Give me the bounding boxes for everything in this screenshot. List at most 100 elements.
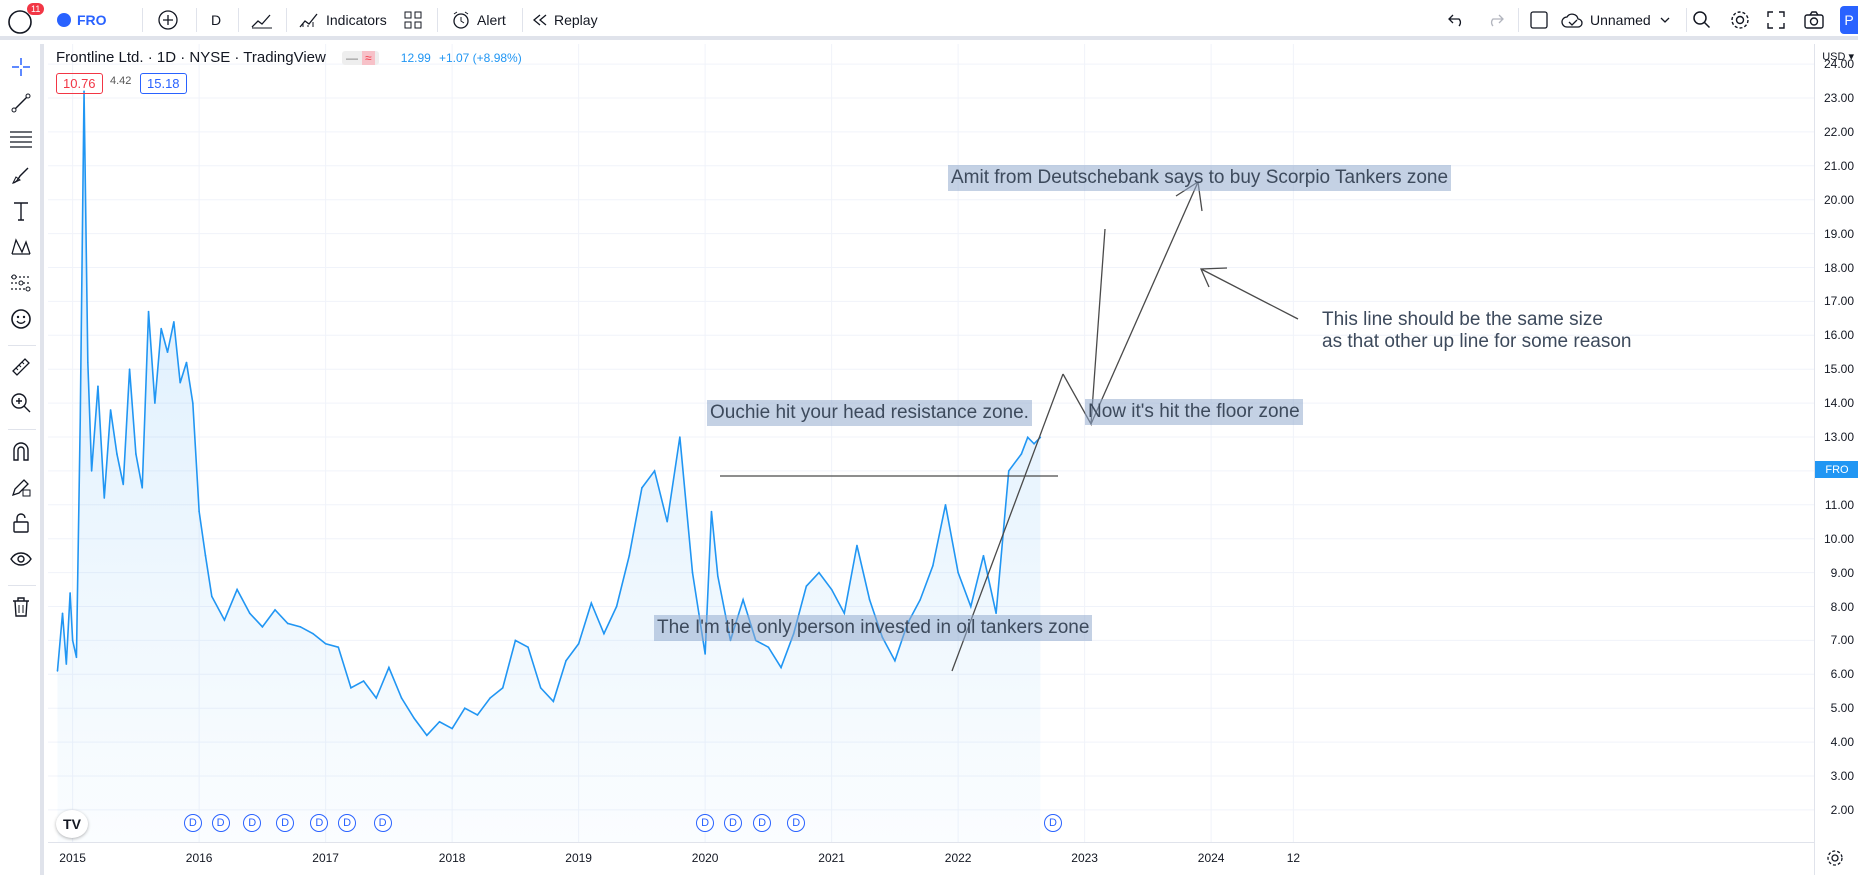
search-button[interactable] [1692, 0, 1712, 40]
brush-tool[interactable] [7, 161, 35, 189]
price-tick: 10.00 [1823, 531, 1854, 546]
hide-drawings-tool[interactable] [7, 545, 35, 573]
legend-toggle-icon[interactable]: — ≈ [342, 51, 379, 65]
chart-type-button[interactable] [250, 0, 274, 40]
price-point [128, 368, 131, 371]
annotation-floor[interactable]: Now it's hit the floor zone [1085, 399, 1303, 425]
magnet-tool[interactable] [7, 437, 35, 465]
templates-button[interactable] [403, 0, 423, 40]
price-point [464, 707, 466, 709]
dividend-marker[interactable]: D [753, 814, 772, 832]
text-tool[interactable] [7, 197, 35, 225]
price-area-fill [57, 91, 1041, 842]
time-axis[interactable]: 2015 2016 2017 2018 2019 2020 2021 2022 2023 2024… [48, 842, 1814, 875]
price-point [192, 402, 194, 404]
dividend-marker[interactable]: D [276, 814, 295, 832]
pencil-lock-icon [11, 479, 31, 497]
dividend-marker[interactable]: D [1044, 814, 1063, 832]
dividend-marker[interactable]: D [310, 814, 329, 832]
gear-icon [1731, 11, 1749, 29]
dividend-marker[interactable]: D [211, 814, 230, 832]
symbol-legend[interactable]: Frontline Ltd. · 1D · NYSE · TradingView… [56, 49, 522, 66]
price-point [83, 90, 85, 93]
redo-button[interactable] [1486, 0, 1504, 40]
dividend-marker[interactable]: D [696, 814, 715, 832]
undo-button[interactable] [1448, 0, 1466, 40]
time-tick: 2023 [1071, 851, 1098, 865]
interval-button[interactable]: D [211, 0, 221, 40]
price-tick: 9.00 [1830, 565, 1854, 580]
arrow-down-head [1200, 267, 1228, 288]
alert-button[interactable]: Alert [451, 0, 506, 40]
replay-button[interactable]: Replay [532, 0, 598, 40]
lock-open-icon [13, 513, 29, 533]
search-icon [1693, 11, 1711, 29]
price-point [141, 487, 144, 489]
indicators-icon [299, 13, 318, 28]
fullscreen-button[interactable] [1766, 0, 1786, 40]
trend-line-tool[interactable] [7, 89, 35, 117]
user-menu-button[interactable]: 11 [6, 0, 45, 40]
time-tick: 2017 [312, 851, 339, 865]
price-tick: 24.00 [1823, 57, 1854, 72]
price-point [698, 612, 700, 615]
dividend-marker[interactable]: D [373, 814, 392, 832]
tradingview-logo-icon[interactable]: TV [56, 810, 88, 838]
dividend-marker[interactable]: D [787, 814, 806, 832]
annotation-line-size[interactable]: This line should be the same size as tha… [1322, 309, 1631, 353]
crosshair-tool[interactable] [7, 53, 35, 81]
save-layout-button[interactable]: Unnamed [1561, 0, 1671, 40]
chart-pane[interactable]: Frontline Ltd. · 1D · NYSE · TradingView… [48, 44, 1814, 842]
price-point [173, 320, 175, 323]
indicators-button[interactable]: Indicators [298, 0, 387, 40]
zoom-tool[interactable] [7, 389, 35, 417]
annotation-oil-tankers[interactable]: The I'm the only person invested in oil … [654, 615, 1093, 641]
dividend-marker[interactable]: D [183, 814, 202, 832]
price-point [236, 588, 238, 591]
price-point [944, 504, 947, 506]
dividend-marker[interactable]: D [723, 814, 742, 832]
stay-drawing-tool[interactable] [7, 473, 35, 501]
prediction-tool[interactable] [7, 269, 35, 297]
settings-button[interactable] [1729, 0, 1751, 40]
annotation-scorpio[interactable]: Amit from Deutschebank says to buy Scorp… [948, 165, 1452, 191]
price-point [71, 639, 74, 642]
price-point [539, 687, 542, 689]
price-point [501, 687, 504, 689]
price-point [179, 381, 181, 384]
price-chart[interactable] [48, 44, 1814, 842]
symbol-search-button[interactable]: FRO [57, 0, 107, 40]
notification-badge: 11 [27, 3, 45, 15]
lock-drawings-tool[interactable] [7, 509, 35, 537]
compare-symbol-button[interactable] [157, 0, 179, 40]
price-point [160, 327, 162, 330]
screenshot-button[interactable] [1803, 0, 1825, 40]
publish-button[interactable]: P [1840, 6, 1858, 34]
price-axis[interactable]: USD ▾ 24.00 23.00 22.00 21.00 20.00 19.00 18.0… [1814, 44, 1858, 875]
price-point [603, 632, 605, 635]
price-point [932, 565, 934, 567]
price-tick: 20.00 [1823, 192, 1854, 207]
layout-button[interactable] [1529, 0, 1549, 40]
annotation-resistance[interactable]: Ouchie hit your head resistance zone. [707, 400, 1032, 426]
buy-button[interactable]: 15.18 [140, 73, 187, 94]
axis-settings-button[interactable] [1825, 848, 1845, 873]
sell-button[interactable]: 10.76 [56, 73, 103, 94]
time-tick: 2015 [59, 851, 86, 865]
price-point [198, 510, 200, 513]
time-tick: 2016 [185, 851, 213, 865]
currency-label: USD [1822, 51, 1846, 63]
measure-tool[interactable] [7, 353, 35, 381]
dividend-marker[interactable]: D [338, 814, 357, 832]
remove-drawings-tool[interactable] [7, 593, 35, 621]
emoji-tool[interactable] [7, 305, 35, 333]
ruler-icon [12, 358, 30, 376]
currency-selector[interactable]: USD ▾ [1822, 51, 1854, 63]
last-price: 12.99 [400, 51, 431, 65]
price-point [704, 653, 706, 655]
annotation-line-size-2: as that other up line for some reason [1322, 331, 1632, 352]
dividend-marker[interactable]: D [243, 814, 262, 832]
pattern-tool[interactable] [7, 233, 35, 261]
fib-tool[interactable] [7, 125, 35, 153]
chevron-down-icon [1660, 17, 1670, 23]
